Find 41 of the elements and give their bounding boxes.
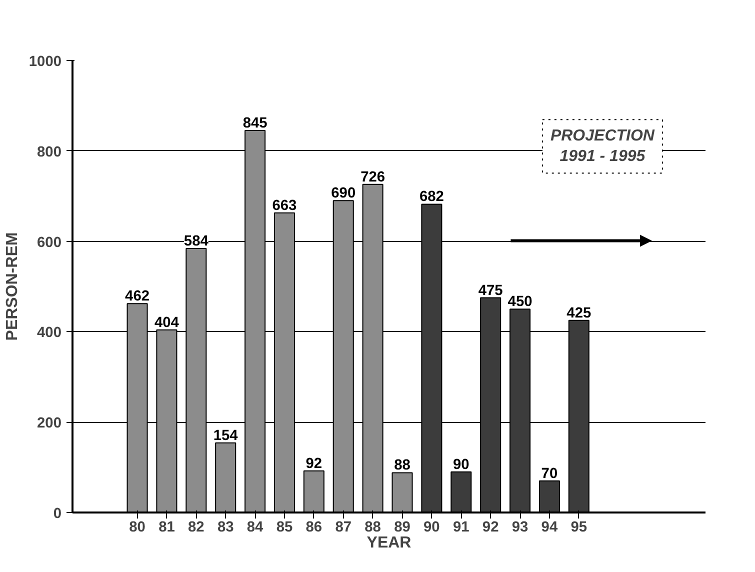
y-tick-label: 800: [37, 144, 62, 160]
data-label: 475: [478, 282, 503, 299]
x-tick-label: 88: [364, 520, 381, 536]
data-label: 90: [452, 456, 470, 473]
y-tick-label: 600: [37, 234, 62, 251]
data-label: 92: [306, 456, 322, 472]
x-tick-label: 87: [335, 520, 352, 536]
x-tick-label: 95: [570, 520, 588, 536]
x-tick-label: 92: [482, 520, 499, 536]
x-tick-label: 89: [394, 520, 410, 536]
x-tick-label: 91: [452, 520, 470, 536]
data-label: 462: [125, 288, 150, 305]
data-label: 450: [508, 294, 532, 310]
data-label: 70: [541, 466, 558, 482]
data-label: 88: [394, 458, 410, 474]
x-tick-label: 81: [158, 520, 175, 536]
x-tick-label: 84: [246, 520, 264, 536]
x-tick-label: 93: [512, 520, 528, 536]
data-label: 690: [331, 186, 356, 202]
x-tick-label: 83: [217, 520, 234, 536]
x-tick-label: 90: [424, 520, 440, 536]
y-tick-label: 200: [37, 416, 62, 432]
x-tick-label: 80: [129, 520, 146, 536]
data-label: 726: [360, 169, 386, 186]
y-axis-title: PERSON-REM: [4, 232, 21, 341]
x-tick-label: 86: [306, 520, 322, 536]
data-label: 154: [213, 428, 239, 444]
data-label: 584: [184, 234, 210, 250]
x-axis-title: YEAR: [366, 534, 412, 552]
x-tick-label: 85: [276, 520, 293, 536]
data-label: 404: [154, 314, 180, 331]
data-label: 845: [242, 116, 268, 132]
y-tick-label: 1000: [28, 54, 62, 70]
data-label: 682: [419, 189, 444, 206]
y-tick-label: 0: [53, 506, 62, 522]
annotation: PROJECTION 1991 - 1995: [550, 128, 655, 166]
y-tick-label: 400: [37, 325, 62, 342]
x-tick-label: 94: [541, 520, 558, 536]
data-label: 663: [272, 198, 297, 214]
data-label: 425: [566, 305, 592, 322]
x-tick-label: 82: [188, 520, 204, 536]
